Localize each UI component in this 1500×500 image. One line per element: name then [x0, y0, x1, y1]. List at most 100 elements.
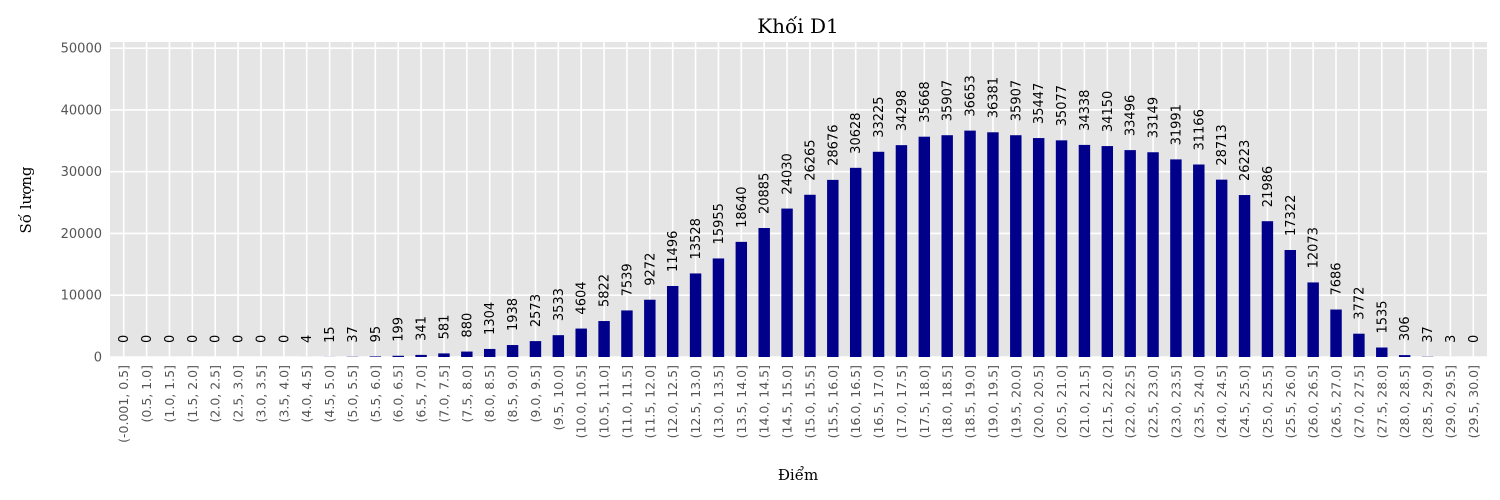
bar [575, 328, 587, 357]
bar [1238, 195, 1251, 357]
x-tick-label: (8.0, 8.5] [482, 365, 497, 422]
x-tick-label: (15.0, 15.5] [802, 365, 817, 438]
data-label: 26223 [1238, 140, 1253, 181]
bar [1353, 333, 1365, 357]
plot-background [110, 42, 1487, 357]
data-label: 95 [369, 326, 384, 343]
x-tick-label: (6.5, 7.0] [414, 365, 429, 422]
x-tick-label: (26.5, 27.0] [1329, 365, 1344, 438]
data-label: 3 [1444, 335, 1459, 343]
x-tick-label: (29.5, 30.0] [1466, 365, 1481, 438]
bar [1215, 179, 1228, 357]
bar [1124, 150, 1136, 357]
data-label: 9272 [643, 253, 658, 286]
bar [872, 151, 885, 357]
x-tick-label: (5.0, 5.5] [345, 365, 360, 422]
x-tick-label: (12.0, 12.5] [665, 365, 680, 438]
data-label: 35077 [1055, 85, 1070, 126]
bar [1261, 221, 1274, 357]
x-tick-label: (8.5, 9.0] [505, 365, 520, 422]
data-label: 33225 [872, 96, 887, 137]
bar [644, 299, 656, 357]
x-tick-label: (19.0, 19.5] [985, 365, 1000, 438]
bar [918, 136, 931, 357]
data-label: 1535 [1375, 300, 1390, 333]
data-label: 18640 [735, 187, 750, 228]
bar [1010, 135, 1022, 357]
x-tick-label: (2.0, 2.5] [208, 365, 223, 422]
data-labels: 0 0 0 0 0 0 0 0 4 15 37 95 199 341 581 880 1304 1938 2573 3… [117, 75, 1482, 343]
data-label: 7539 [620, 263, 635, 296]
x-tick-label: (12.5, 13.0] [688, 365, 703, 438]
x-tick-label: (7.0, 7.5] [436, 365, 451, 422]
bar [689, 273, 702, 357]
data-label: 35447 [1032, 83, 1047, 124]
x-tick-label: (11.5, 12.0] [642, 365, 657, 438]
x-tick-label: (16.5, 17.0] [871, 365, 886, 438]
y-tick-label: 30000 [61, 165, 102, 180]
data-label: 3533 [552, 288, 567, 321]
data-label: 0 [186, 335, 201, 343]
bar [506, 345, 519, 357]
data-label: 36381 [986, 77, 1001, 118]
x-tick-label: (11.0, 11.5] [619, 365, 634, 438]
data-label: 1304 [483, 302, 498, 335]
y-tick-label: 50000 [61, 42, 102, 57]
data-label: 11496 [666, 231, 681, 272]
data-label: 28676 [826, 125, 841, 166]
x-tick-label: (4.5, 5.0] [322, 365, 337, 422]
bar [1376, 347, 1388, 357]
data-label: 880 [460, 313, 475, 338]
data-label: 0 [1467, 335, 1482, 343]
x-tick-label: (25.0, 25.5] [1260, 365, 1275, 438]
data-label: 36653 [964, 75, 979, 116]
bar [987, 132, 999, 357]
bar [1307, 282, 1319, 357]
y-tick-labels: 0 10000 20000 30000 40000 50000 [61, 42, 102, 366]
x-tick-label: (29.0, 29.5] [1443, 365, 1458, 438]
bar [1101, 146, 1114, 357]
x-tick-label: (20.5, 21.0] [1054, 365, 1069, 438]
bar [392, 355, 404, 357]
data-label: 37 [1421, 326, 1436, 343]
data-label: 4 [300, 335, 315, 343]
bar [781, 208, 793, 357]
x-tick-label: (17.0, 17.5] [894, 365, 909, 438]
bar [552, 335, 565, 357]
data-label: 34150 [1101, 91, 1116, 132]
bar [1170, 159, 1182, 357]
x-tick-label: (13.5, 14.0] [734, 365, 749, 438]
data-label: 581 [437, 315, 452, 340]
bar [1284, 250, 1297, 357]
data-label: 26265 [803, 139, 818, 180]
data-label: 20885 [758, 173, 773, 214]
data-label: 15 [323, 326, 338, 343]
bar [1193, 164, 1205, 357]
data-label: 0 [254, 335, 269, 343]
y-axis-label: Số lượng [17, 166, 35, 233]
bar [621, 310, 633, 357]
data-label: 33496 [1124, 95, 1139, 136]
x-tick-label: (19.5, 20.0] [1008, 365, 1023, 438]
x-tick-label: (27.5, 28.0] [1374, 365, 1389, 438]
x-tick-label: (5.5, 6.0] [368, 365, 383, 422]
x-tick-label: (0.5, 1.0] [139, 365, 154, 422]
y-tick-label: 10000 [61, 289, 102, 304]
x-tick-label: (18.5, 19.0] [963, 365, 978, 438]
bar [461, 351, 473, 357]
bar [483, 348, 496, 357]
data-label: 7686 [1330, 262, 1345, 295]
data-label: 17322 [1284, 195, 1299, 236]
bar [941, 135, 953, 357]
bar [1055, 140, 1068, 357]
bar [849, 167, 862, 357]
x-tick-label: (18.0, 18.5] [940, 365, 955, 438]
bar [415, 354, 427, 357]
bar [827, 179, 839, 357]
bar [735, 241, 748, 357]
chart-title: Khối D1 [757, 14, 839, 38]
x-tick-label: (28.5, 29.0] [1420, 365, 1435, 438]
data-label: 21986 [1261, 166, 1276, 207]
x-tick-label: (16.0, 16.5] [848, 365, 863, 438]
